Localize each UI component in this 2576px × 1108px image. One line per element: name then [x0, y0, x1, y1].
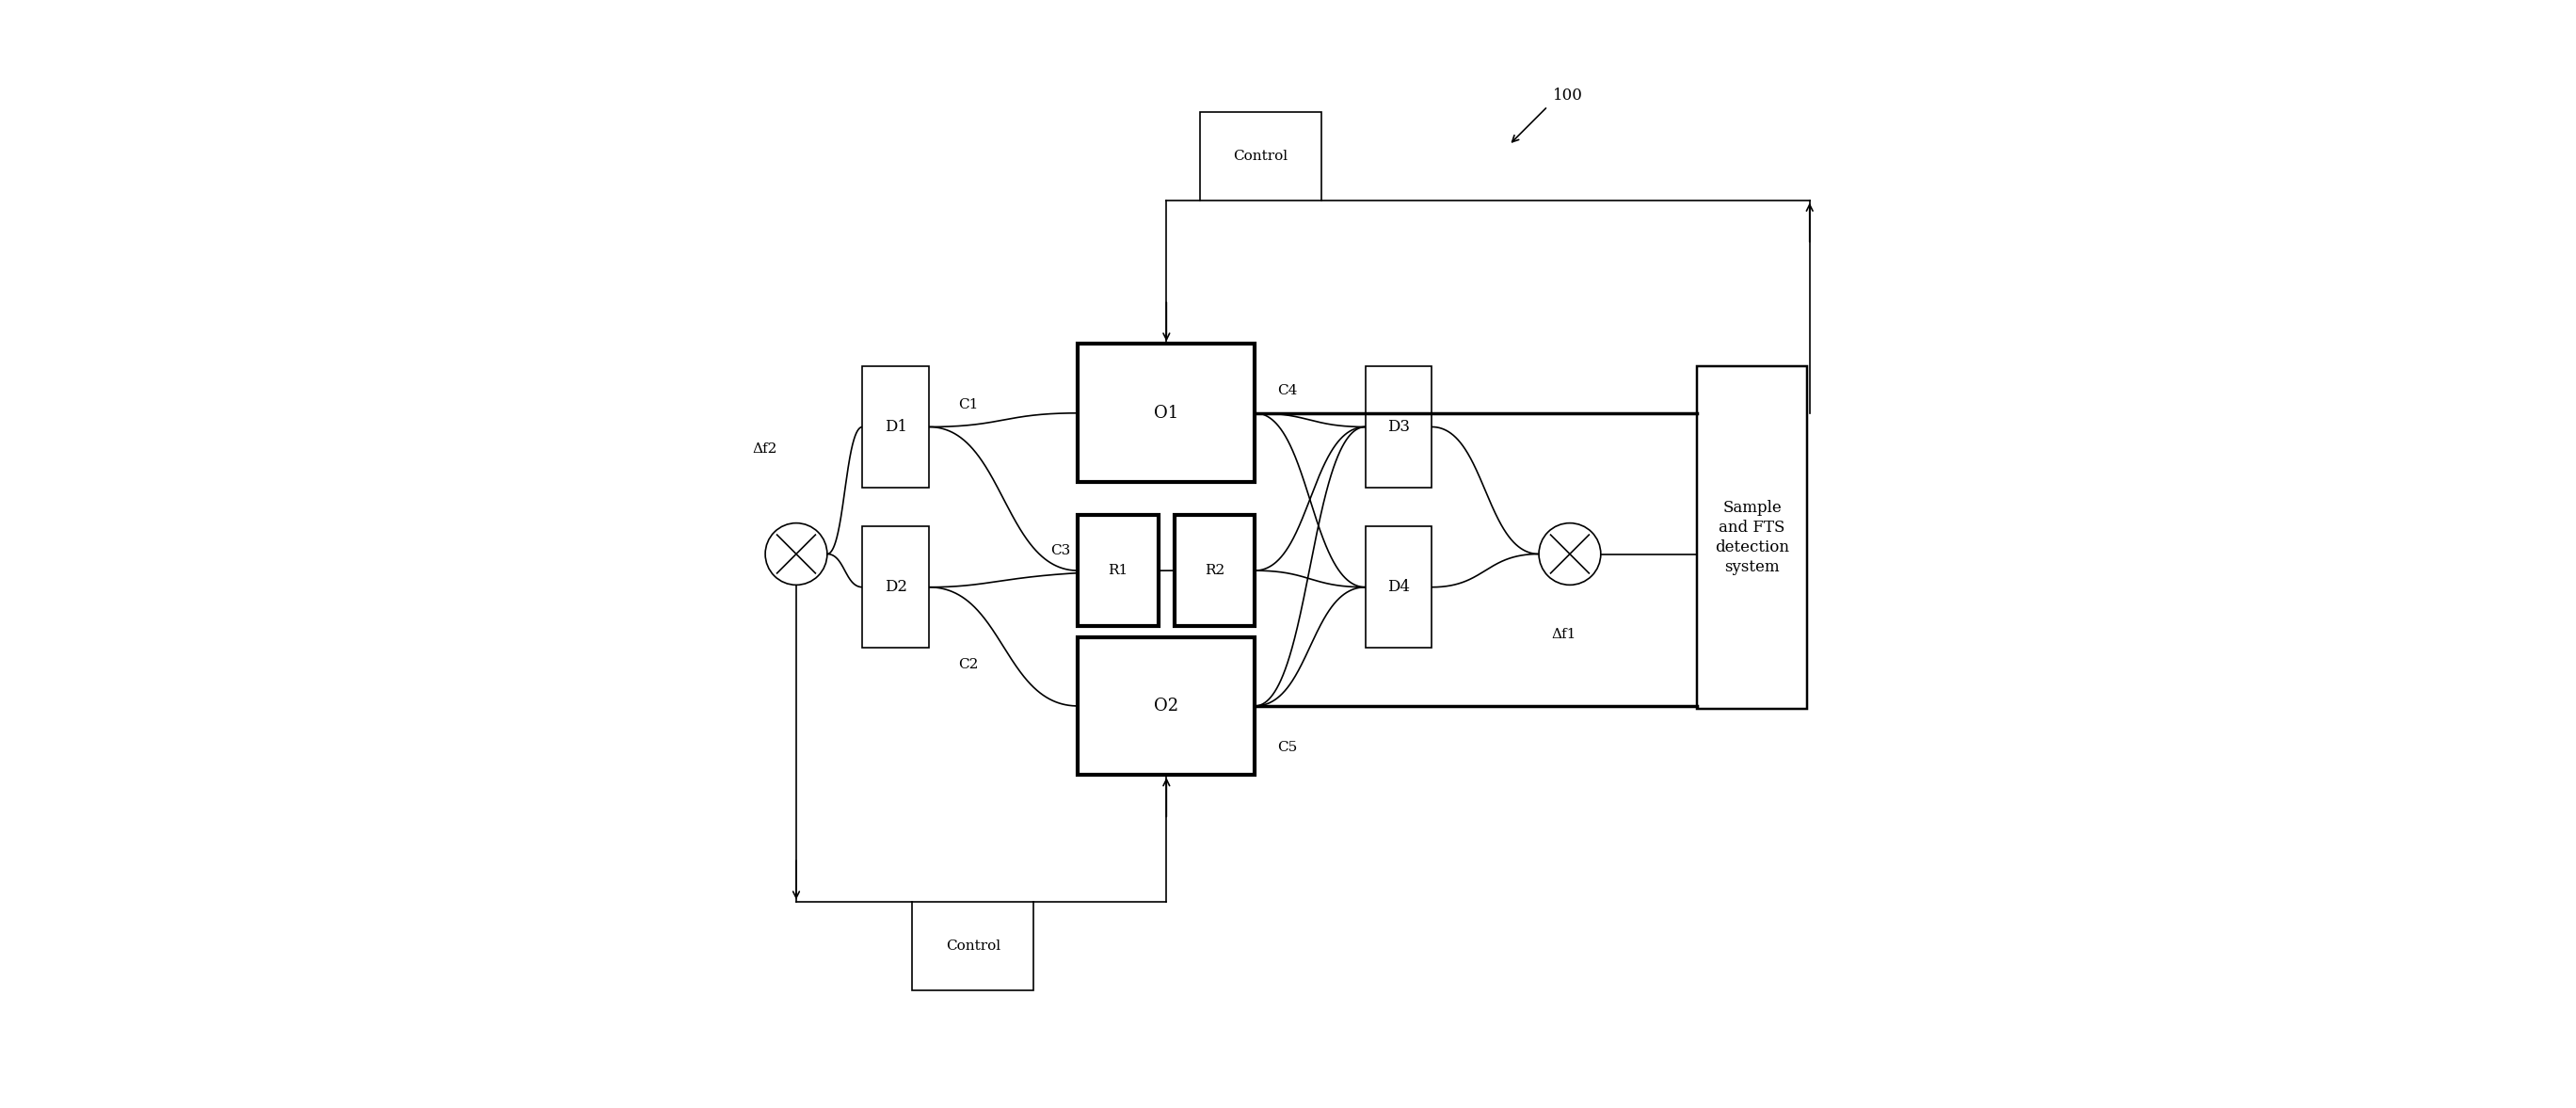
FancyBboxPatch shape: [1698, 366, 1808, 709]
Circle shape: [765, 523, 827, 585]
Text: Sample
and FTS
detection
system: Sample and FTS detection system: [1716, 500, 1790, 575]
Text: D4: D4: [1388, 579, 1409, 595]
Text: R2: R2: [1206, 564, 1224, 577]
Text: O2: O2: [1154, 698, 1180, 715]
Circle shape: [1538, 523, 1600, 585]
Text: D3: D3: [1388, 419, 1409, 434]
Text: Δf2: Δf2: [752, 442, 778, 455]
Text: C1: C1: [958, 398, 979, 411]
FancyBboxPatch shape: [1077, 637, 1255, 776]
FancyBboxPatch shape: [1175, 515, 1255, 626]
FancyBboxPatch shape: [912, 902, 1033, 991]
Text: C5: C5: [1278, 741, 1296, 755]
Text: C4: C4: [1278, 383, 1298, 397]
Text: O1: O1: [1154, 404, 1180, 421]
FancyBboxPatch shape: [1365, 366, 1432, 488]
FancyBboxPatch shape: [1365, 526, 1432, 648]
Text: 100: 100: [1553, 88, 1584, 103]
FancyBboxPatch shape: [863, 526, 930, 648]
FancyBboxPatch shape: [863, 366, 930, 488]
Text: Δf1: Δf1: [1551, 628, 1577, 642]
Text: Control: Control: [1234, 150, 1288, 163]
Text: R1: R1: [1108, 564, 1128, 577]
FancyBboxPatch shape: [1077, 515, 1159, 626]
FancyBboxPatch shape: [1077, 343, 1255, 482]
FancyBboxPatch shape: [1200, 112, 1321, 201]
Text: D2: D2: [884, 579, 907, 595]
Text: D1: D1: [884, 419, 907, 434]
Text: Control: Control: [945, 940, 999, 953]
Text: C3: C3: [1051, 544, 1072, 557]
Text: C2: C2: [958, 658, 979, 671]
